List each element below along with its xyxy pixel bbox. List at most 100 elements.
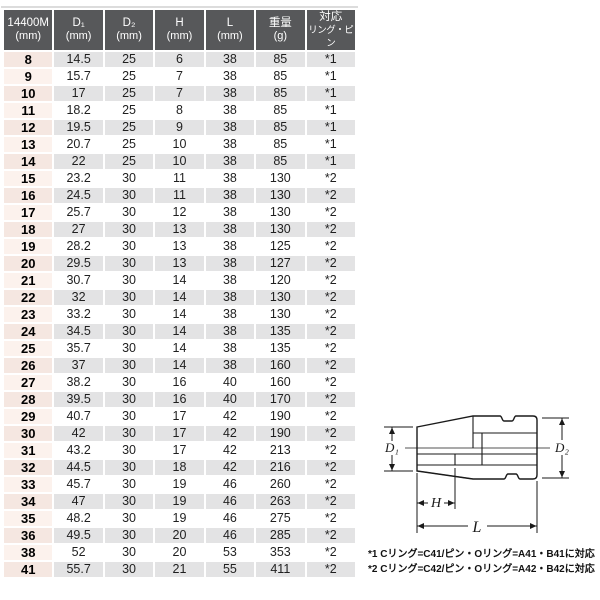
cell-value: *1 — [306, 86, 355, 101]
cell-value: 49.5 — [54, 528, 103, 543]
cell-value: *2 — [324, 511, 337, 525]
cell-value: 33.2 — [66, 307, 91, 321]
table-row: 14 22 25 10 38 85 *1 — [4, 154, 355, 169]
cell-value: 38 — [205, 188, 255, 203]
cell-value: 30 — [104, 222, 154, 237]
cell-value: *2 — [324, 545, 337, 559]
d1-label: D₁ — [384, 440, 399, 455]
cell-value: 25 — [104, 52, 154, 67]
cell-value: *2 — [306, 528, 355, 543]
cell-value: 25 — [104, 120, 154, 135]
d2-label-bg — [550, 440, 574, 455]
cell-value: *2 — [306, 494, 355, 509]
cell-size: 28 — [4, 392, 53, 407]
spec-table-body: 8 14.5 25 6 38 85 *1 9 15.7 25 7 38 85 *1 10 17 25 7 38 85 *… — [4, 52, 355, 577]
cell-value: 85 — [273, 103, 288, 117]
cell-value: 28.2 — [66, 239, 91, 253]
header-ring-pin-label: 対応 — [319, 10, 343, 23]
cell-value: 25 — [122, 69, 136, 83]
cell-value: 30 — [104, 460, 154, 475]
cell-size: 29 — [4, 409, 53, 424]
table-row: 38 52 30 20 53 353 *2 — [4, 545, 355, 560]
cell-size: 33 — [4, 477, 53, 492]
cell-value: 135 — [256, 324, 305, 339]
cell-value: 38 — [222, 69, 237, 83]
cell-value: 190 — [269, 409, 291, 423]
cell-value: 30 — [104, 358, 154, 373]
cell-value: *2 — [324, 273, 337, 287]
cell-value: 17 — [172, 443, 187, 457]
cell-value: 42 — [54, 426, 103, 441]
cell-value: *2 — [324, 443, 337, 457]
cell-size: 12 — [4, 120, 53, 135]
cell-value: 30.7 — [66, 273, 91, 287]
cell-value: 14.5 — [54, 52, 103, 67]
cell-value: 130 — [269, 171, 291, 185]
cell-value: *2 — [306, 358, 355, 373]
cell-value: 30 — [104, 324, 154, 339]
cell-size: 34 — [4, 494, 53, 509]
cell-value: 6 — [155, 52, 204, 67]
table-row: 29 40.7 30 17 42 190 *2 — [4, 409, 355, 424]
table-row: 12 19.5 25 9 38 85 *1 — [4, 120, 355, 135]
cell-value: 17 — [172, 409, 187, 423]
cell-value: 38 — [222, 205, 237, 219]
header-d1-label: D₁ — [72, 17, 85, 29]
cell-size: 22 — [4, 290, 53, 305]
table-row: 11 18.2 25 8 38 85 *1 — [4, 103, 355, 118]
header-model: 14400M (mm) — [4, 10, 53, 50]
header-row: 14400M (mm) D₁ (mm) D₂ (mm) H (mm) L (mm… — [4, 10, 355, 50]
cell-size: 24 — [4, 324, 53, 339]
cell-size: 13 — [4, 137, 53, 152]
spec-table: 14400M (mm) D₁ (mm) D₂ (mm) H (mm) L (mm… — [2, 8, 357, 579]
cell-value: 34.5 — [54, 324, 103, 339]
table-row: 20 29.5 30 13 38 127 *2 — [4, 256, 355, 271]
l-label-bg — [468, 517, 487, 534]
table-row: 28 39.5 30 16 40 170 *2 — [4, 392, 355, 407]
l-label: L — [472, 519, 482, 536]
cell-value: 20.7 — [66, 137, 91, 151]
cell-value: 38 — [205, 120, 255, 135]
header-weight-unit: (g) — [273, 30, 288, 42]
cell-value: *2 — [324, 171, 337, 185]
cell-value: 130 — [269, 205, 291, 219]
table-row: 33 45.7 30 19 46 260 *2 — [4, 477, 355, 492]
cell-value: 19 — [172, 511, 187, 525]
d2-arrow-down — [559, 471, 565, 478]
cell-value: 52 — [71, 545, 86, 559]
cell-value: 42 — [205, 426, 255, 441]
cell-value: 275 — [269, 511, 291, 525]
cell-value: 38.2 — [66, 375, 91, 389]
cell-size: 9 — [4, 69, 53, 84]
cell-value: 14 — [172, 307, 187, 321]
cell-value: 17 — [54, 86, 103, 101]
cell-value: *2 — [324, 239, 337, 253]
cell-value: 30 — [104, 562, 154, 577]
d2-label: D₂ — [554, 440, 569, 455]
header-d1-unit: (mm) — [65, 30, 92, 42]
header-weight-label: 重量 — [268, 17, 292, 29]
cell-size: 30 — [4, 426, 53, 441]
cell-size: 41 — [4, 562, 53, 577]
footnotes: *1 Cリング=C41/ピン・Oリング=A41・B41に対応 *2 Cリング=C… — [368, 548, 600, 577]
cell-value: 260 — [269, 477, 291, 491]
cell-size: 15 — [4, 171, 53, 186]
header-l-unit: (mm) — [217, 30, 243, 42]
cell-value: 85 — [256, 120, 305, 135]
cell-value: *2 — [306, 188, 355, 203]
cell-value: *2 — [306, 324, 355, 339]
cell-size: 36 — [4, 528, 53, 543]
d1-arrow-down — [389, 464, 395, 471]
cell-value: 20 — [172, 545, 187, 559]
table-row: 41 55.7 30 21 55 411 *2 — [4, 562, 355, 577]
cell-value: 11 — [155, 188, 204, 203]
cell-size: 8 — [4, 52, 53, 67]
cell-value: 19 — [172, 477, 187, 491]
cell-value: 29.5 — [54, 256, 103, 271]
cell-value: 85 — [256, 52, 305, 67]
table-row: 10 17 25 7 38 85 *1 — [4, 86, 355, 101]
cell-value: 30 — [122, 409, 136, 423]
table-row: 25 35.7 30 14 38 135 *2 — [4, 341, 355, 356]
cell-value: 16 — [172, 375, 187, 389]
cell-value: 13 — [155, 256, 204, 271]
